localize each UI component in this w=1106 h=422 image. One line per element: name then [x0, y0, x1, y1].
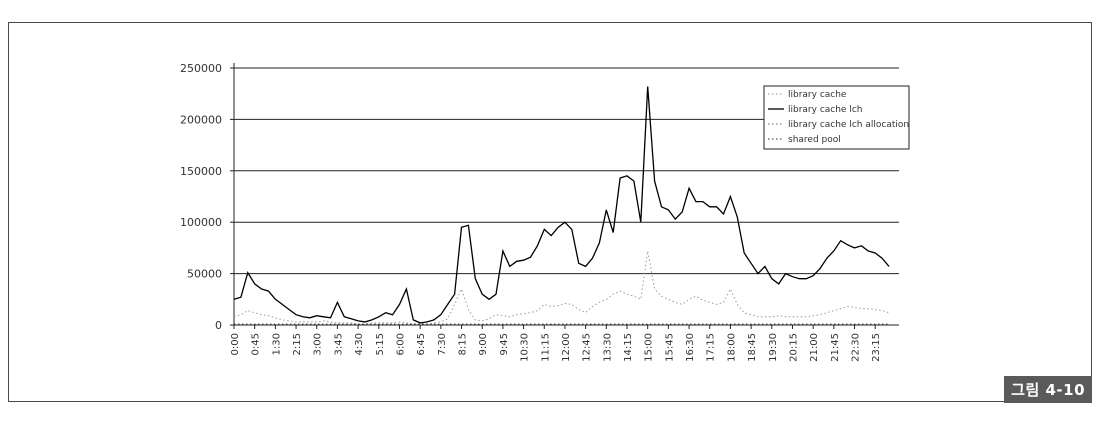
- y-tick-label: 150000: [180, 165, 222, 178]
- x-tick-label: 0:00: [230, 333, 241, 355]
- x-tick-label: 15:45: [664, 333, 675, 362]
- legend-box: [763, 85, 910, 150]
- x-tick-label: 19:30: [768, 333, 779, 362]
- x-tick-label: 2:15: [292, 333, 303, 355]
- y-tick-label: 50000: [187, 268, 222, 281]
- x-tick-label: 16:30: [685, 333, 696, 362]
- x-tick-label: 13:30: [602, 333, 613, 362]
- series-line-0: [233, 250, 890, 325]
- x-tick-label: 4:30: [354, 333, 365, 355]
- legend-label: library cache: [788, 90, 847, 100]
- y-tick-label: 200000: [180, 113, 222, 126]
- x-tick-label: 3:45: [333, 333, 344, 355]
- x-tick-label: 18:45: [747, 333, 758, 362]
- x-tick-label: 0:45: [251, 333, 262, 355]
- x-tick-label: 23:15: [871, 333, 882, 362]
- x-tick-label: 6:00: [395, 333, 406, 355]
- x-tick-label: 22:30: [851, 333, 862, 362]
- figure-label: 그림 4-10: [1004, 376, 1092, 403]
- legend: library cache library cache lch library ca…: [763, 85, 910, 150]
- legend-label: shared pool: [788, 135, 841, 145]
- x-tick-label: 20:15: [788, 333, 799, 362]
- y-tick-label: 250000: [180, 62, 222, 75]
- x-tick-label: 7:30: [437, 333, 448, 355]
- x-tick-label: 12:45: [582, 333, 593, 362]
- x-tick-label: 18:00: [726, 333, 737, 362]
- x-tick-label: 21:00: [809, 333, 820, 362]
- x-tick-label: 9:45: [499, 333, 510, 355]
- x-tick-label: 17:15: [706, 333, 717, 362]
- series-line-1: [233, 86, 890, 324]
- x-tick-label: 12:00: [561, 333, 572, 362]
- legend-label: library cache lch allocation: [788, 120, 909, 130]
- x-tick-label: 3:00: [313, 333, 324, 355]
- x-tick-label: 15:00: [644, 333, 655, 362]
- y-axis: 0 50000 100000 150000 200000 250000: [180, 62, 235, 332]
- x-tick-label: 9:00: [478, 333, 489, 355]
- x-tick-label: 6:45: [416, 333, 427, 355]
- legend-label: library cache lch: [788, 105, 862, 115]
- figure-frame: 0 50000 100000 150000 200000 250000 0:00 0:45 1…: [8, 22, 1092, 402]
- y-tick-label: 100000: [180, 216, 222, 229]
- x-tick-label: 8:15: [458, 333, 469, 355]
- x-tick-label: 21:45: [830, 333, 841, 362]
- plot-series: [233, 86, 890, 325]
- x-axis: 0:00 0:45 1:30 2:15 3:00 3:45 4:30 5:15 6:00 6:45…: [230, 324, 899, 362]
- y-tick-label: 0: [215, 319, 222, 332]
- x-tick-label: 14:15: [623, 333, 634, 362]
- x-tick-label: 5:15: [375, 333, 386, 355]
- x-tick-label: 10:30: [520, 333, 531, 362]
- x-tick-label: 1:30: [271, 333, 282, 355]
- x-tick-label: 11:15: [540, 333, 551, 362]
- line-chart: 0 50000 100000 150000 200000 250000 0:00 0:45 1…: [180, 62, 910, 362]
